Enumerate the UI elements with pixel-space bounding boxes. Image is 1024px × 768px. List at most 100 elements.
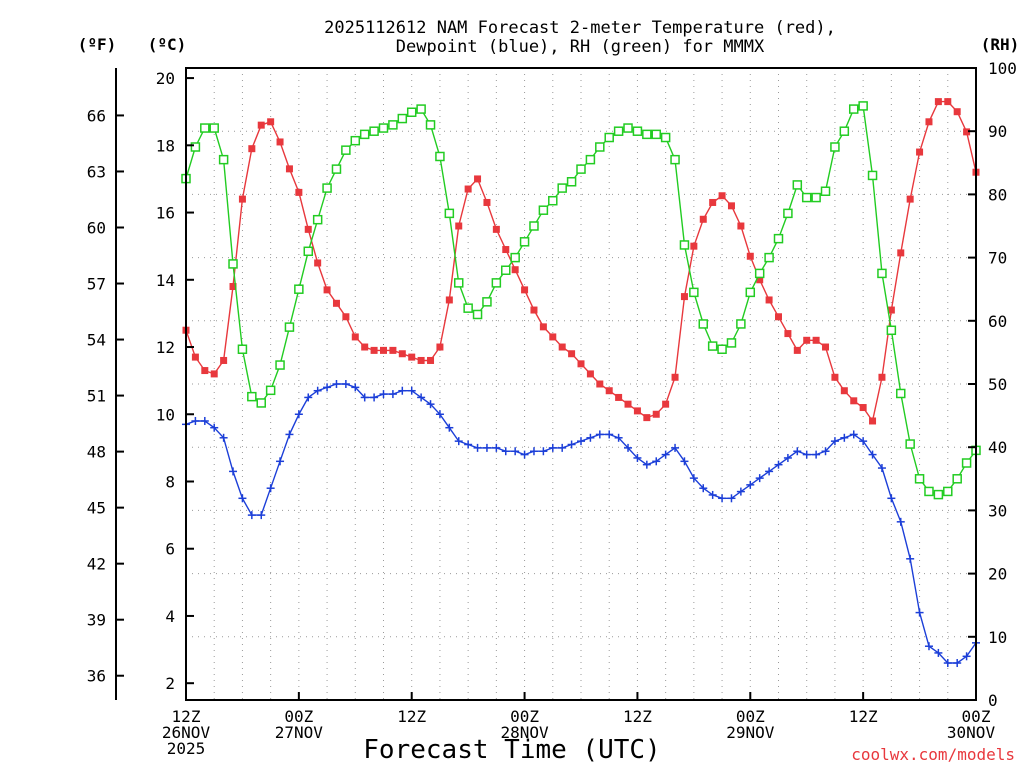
rh-point xyxy=(651,129,661,140)
rh-point xyxy=(736,319,746,329)
rh-point xyxy=(867,170,878,181)
temperature-point xyxy=(605,387,613,395)
rh-point xyxy=(585,154,596,165)
dewpoint-point xyxy=(868,450,877,459)
temperature-point xyxy=(765,296,773,304)
dewpoint-point xyxy=(257,511,266,520)
rh-point xyxy=(200,123,210,133)
x-axis-title: Forecast Time (UTC) xyxy=(363,735,660,765)
rh-point xyxy=(218,154,229,165)
rh-point xyxy=(717,344,727,354)
rh-tick-label: 0 xyxy=(988,691,998,710)
temperature-point xyxy=(276,138,284,146)
dewpoint-point xyxy=(294,410,303,419)
temperature-point xyxy=(831,373,839,381)
dewpoint-point xyxy=(896,517,905,526)
temperature-point xyxy=(615,393,623,401)
temperature-point xyxy=(323,286,331,294)
dewpoint-point xyxy=(830,437,839,446)
dewpoint-point xyxy=(219,433,228,442)
temperature-point xyxy=(257,121,265,129)
temperature-point xyxy=(511,266,519,274)
dewpoint-point xyxy=(445,423,454,432)
axis-ticks: 2 4 6 8 10 12 14 16 18 20 36 39 42 45 48 51 54 57 60 63 66 0 1… xyxy=(87,59,1017,758)
x-tick-time: 00Z xyxy=(284,707,313,726)
x-tick-time: 12Z xyxy=(172,707,201,726)
rh-point xyxy=(642,129,652,140)
dewpoint-point xyxy=(586,433,595,442)
temperature-point xyxy=(220,356,228,364)
rh-point xyxy=(952,474,962,484)
rh-point xyxy=(905,439,915,449)
rh-point xyxy=(707,341,718,351)
temperature-point xyxy=(944,98,952,106)
x-tick-date: 28NOV xyxy=(500,723,549,742)
temperature-point xyxy=(727,202,735,210)
dewpoint-point xyxy=(210,423,219,432)
temperature-point xyxy=(925,118,933,126)
temperature-point xyxy=(643,414,651,422)
dewpoint-point xyxy=(642,460,651,469)
rh-point xyxy=(491,278,502,288)
rh-point xyxy=(209,123,219,133)
dewpoint-point xyxy=(906,554,915,563)
dewpoint-point xyxy=(332,380,341,388)
dewpoint-point xyxy=(962,652,971,661)
dewpoint-point xyxy=(548,443,557,452)
dewpoint-point xyxy=(482,443,491,452)
dewpoint-point xyxy=(577,437,585,446)
temperature-point xyxy=(248,145,256,153)
temperature-point xyxy=(568,350,576,358)
credit-link[interactable]: coolwx.com/models xyxy=(851,745,1015,764)
temperature-point xyxy=(474,175,482,183)
rh-point xyxy=(726,338,737,348)
dewpoint-point xyxy=(746,480,755,489)
temperature-point xyxy=(295,188,303,196)
rh-point xyxy=(529,221,539,231)
dewpoint-point xyxy=(247,511,256,520)
dewpoint-point xyxy=(492,443,501,452)
rh-point xyxy=(369,126,379,136)
x-tick-date: 26NOV xyxy=(162,723,211,742)
temperature-point xyxy=(633,407,641,415)
dewpoint-point xyxy=(624,443,633,452)
dewpoint-point xyxy=(567,440,576,449)
rh-point xyxy=(472,309,483,320)
rh-point xyxy=(801,192,812,203)
temperature-point xyxy=(897,249,905,257)
rh-point xyxy=(886,325,897,336)
fahrenheit-tick-label: 51 xyxy=(87,387,106,406)
rh-point xyxy=(811,192,821,203)
celsius-tick-label: 20 xyxy=(156,69,175,88)
temperature-point xyxy=(916,148,924,156)
fahrenheit-tick-label: 42 xyxy=(87,555,106,574)
fahrenheit-tick-label: 48 xyxy=(87,443,106,462)
celsius-unit-label: (ºC) xyxy=(148,35,187,54)
rh-point xyxy=(425,120,436,130)
dewpoint-point xyxy=(661,450,670,459)
dewpoint-point xyxy=(304,393,313,402)
temperature-point xyxy=(953,108,961,116)
dewpoint-point xyxy=(238,494,247,503)
dewpoint-point xyxy=(859,437,868,446)
celsius-tick-label: 14 xyxy=(156,271,175,290)
rh-tick-label: 100 xyxy=(988,59,1017,78)
dewpoint-point xyxy=(454,437,463,446)
dewpoint-point xyxy=(755,474,764,483)
dewpoint-point xyxy=(426,400,435,409)
dewpoint-point xyxy=(191,416,200,425)
dewpoint-point xyxy=(812,450,821,459)
dewpoint-point xyxy=(915,608,924,617)
temperature-point xyxy=(210,370,218,378)
rh-point xyxy=(397,113,408,124)
dewpoint-point xyxy=(671,443,680,452)
dewpoint-point xyxy=(727,494,736,503)
temperature-point xyxy=(304,225,312,233)
rh-point xyxy=(689,287,699,298)
dewpoint-point xyxy=(539,447,548,456)
rh-point xyxy=(595,142,605,152)
fahrenheit-tick-label: 54 xyxy=(87,331,106,350)
temperature-point xyxy=(380,346,387,354)
temperature-point xyxy=(539,323,547,331)
rh-point xyxy=(557,183,567,193)
